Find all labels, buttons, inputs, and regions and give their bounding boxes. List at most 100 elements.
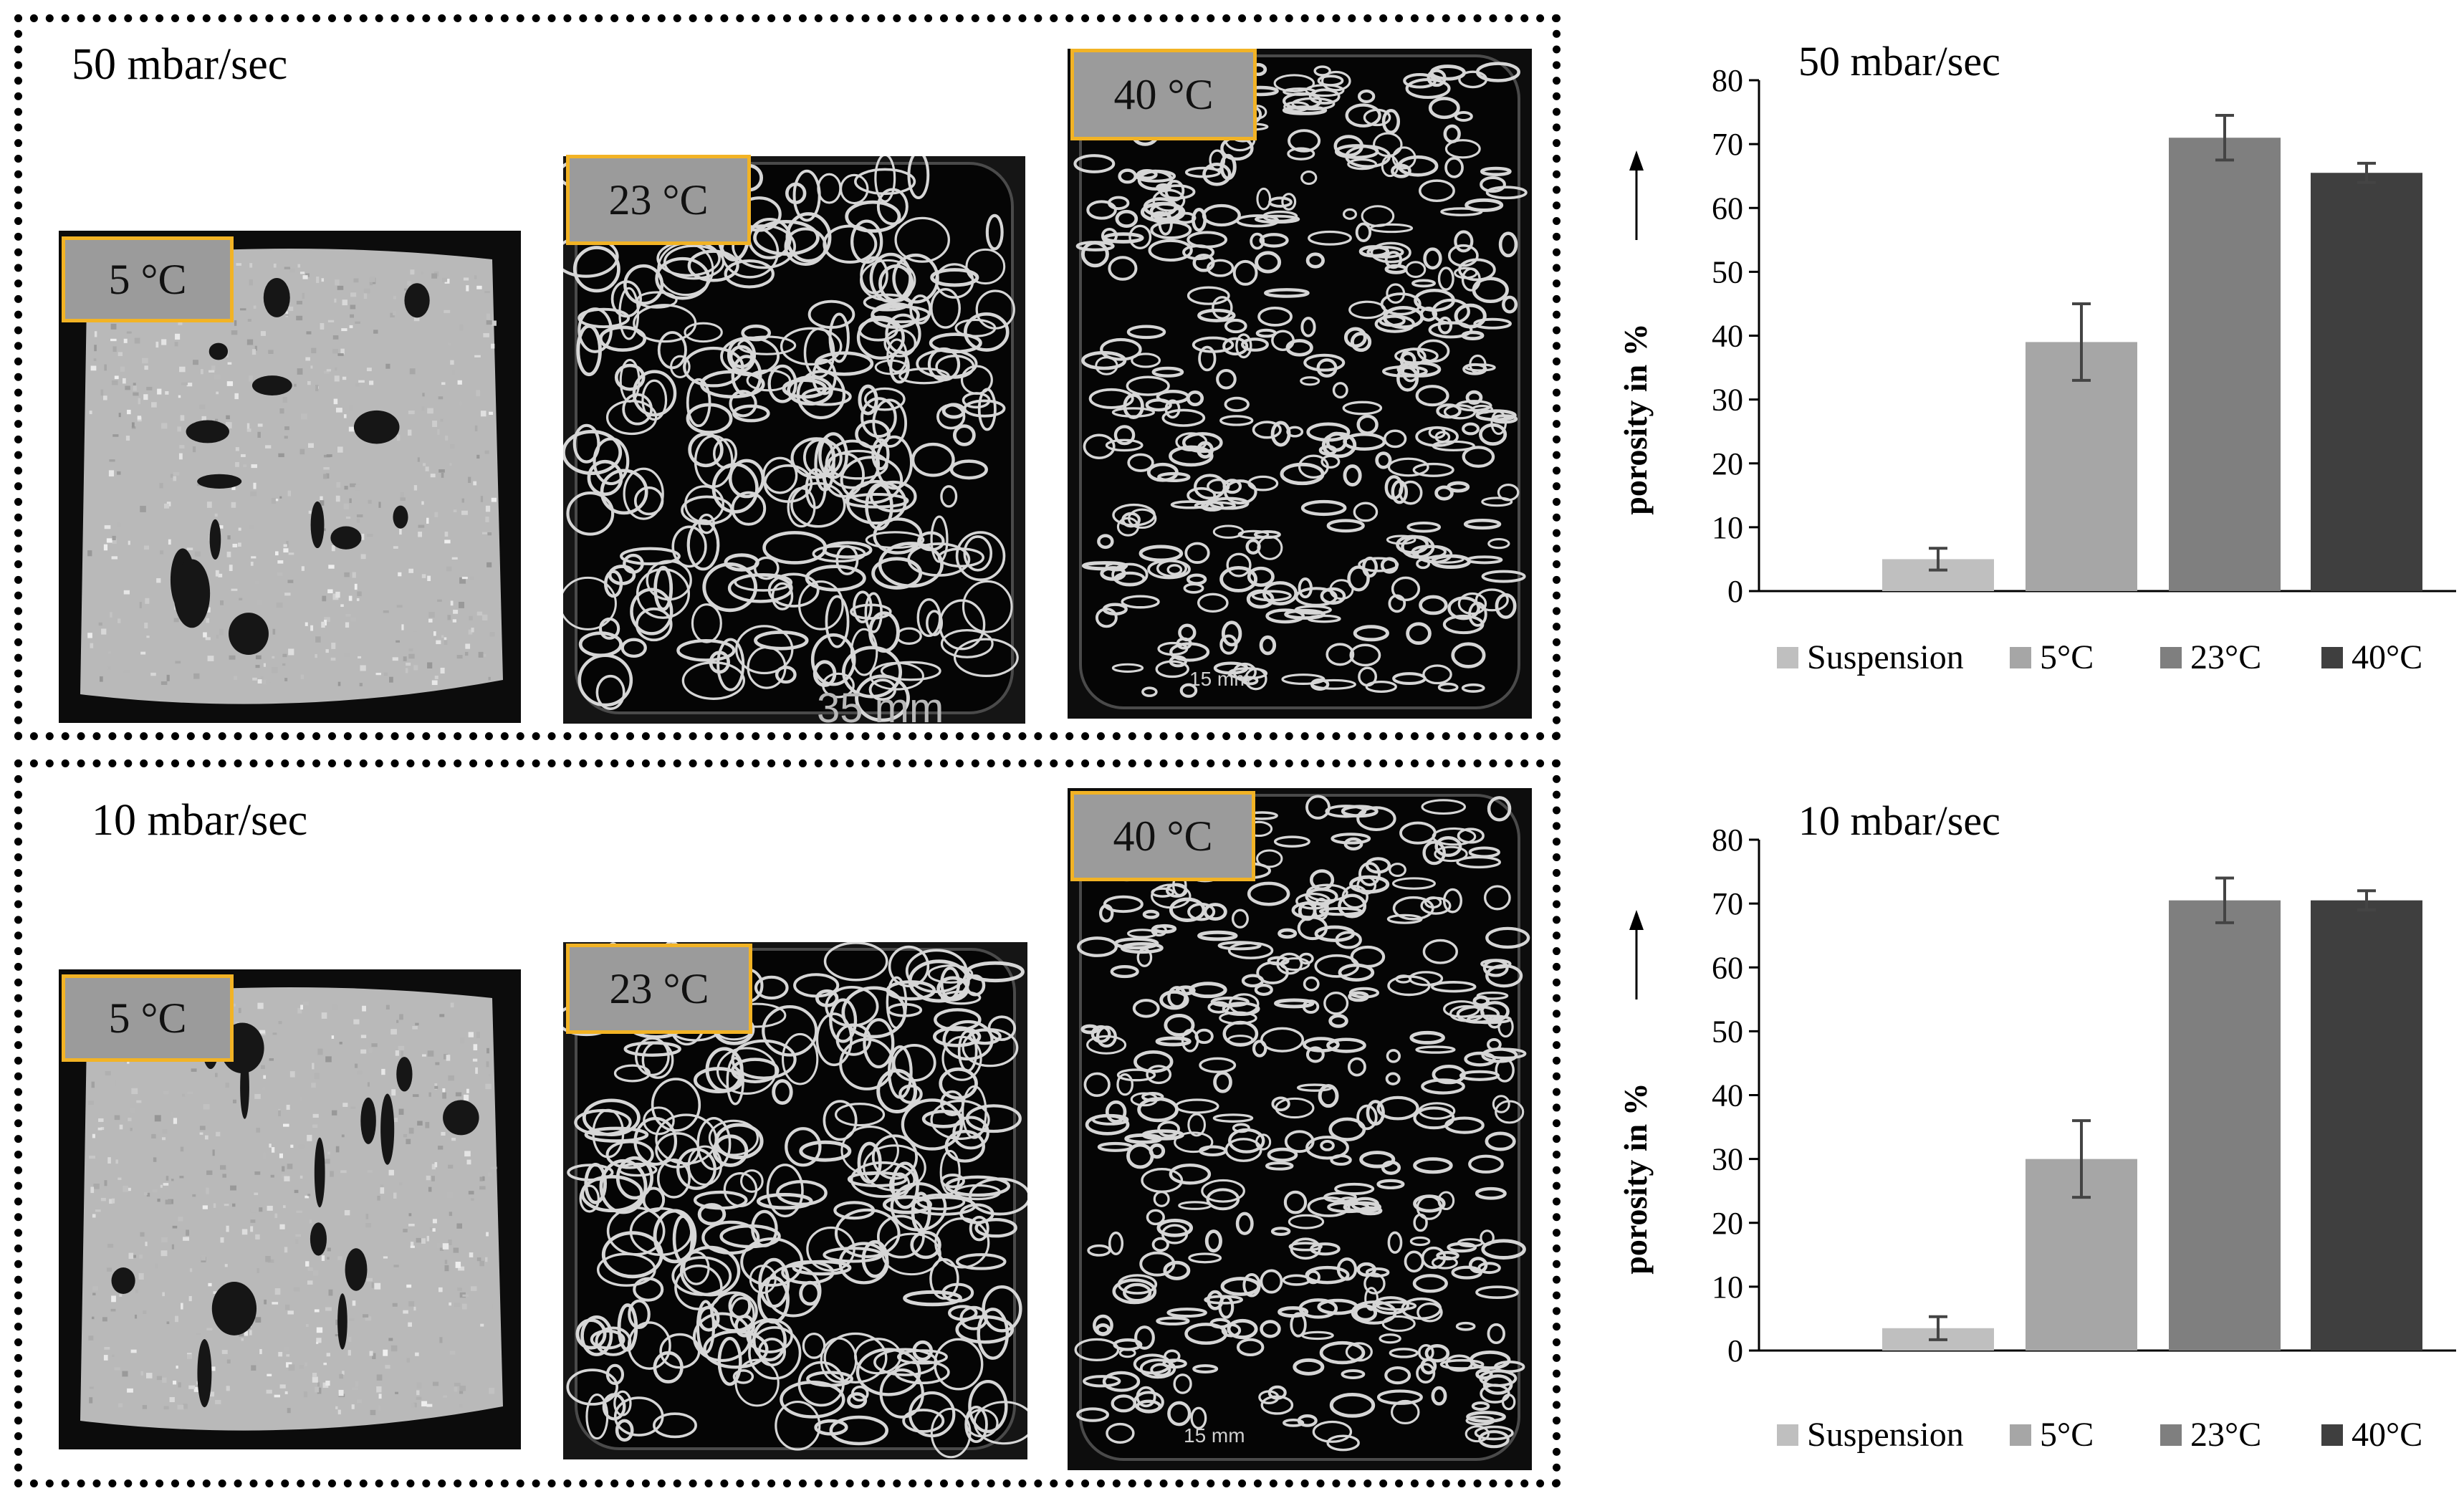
ct-grain <box>220 1237 224 1243</box>
ct-grain <box>365 1214 369 1219</box>
ct-strut <box>1213 1071 1232 1093</box>
ct-strut <box>674 1264 723 1310</box>
legend-swatch <box>1777 1424 1798 1446</box>
ct-grain <box>229 655 236 660</box>
ct-grain <box>244 1330 249 1336</box>
ct-strut <box>1146 462 1179 482</box>
ct-grain <box>325 1381 330 1386</box>
ct-grain <box>115 1159 118 1164</box>
ct-strut <box>748 1325 802 1380</box>
ct-grain <box>173 476 177 481</box>
ct-grain <box>412 627 418 632</box>
ct-grain <box>93 1184 100 1189</box>
ct-grain <box>287 1310 294 1315</box>
ct-grain <box>216 1131 221 1137</box>
ct-strut <box>1199 1057 1237 1073</box>
ct-strut <box>860 256 888 294</box>
ct-grain <box>161 1237 168 1242</box>
ct-grain <box>489 632 495 637</box>
ct-grain <box>484 291 490 294</box>
ct-grain <box>278 1110 281 1116</box>
ct-grain <box>365 1223 371 1228</box>
ct-grain <box>299 1096 303 1101</box>
ct-strut <box>863 1018 895 1069</box>
ct-grain <box>201 1255 206 1261</box>
ct-strut <box>1224 396 1250 412</box>
ct-strut <box>977 388 997 431</box>
ct-grain <box>352 1300 356 1306</box>
ct-strut <box>1326 643 1355 666</box>
ct-grain <box>234 676 237 680</box>
ct-grain <box>466 1088 469 1093</box>
ct-strut <box>1365 1267 1390 1277</box>
ct-strut <box>1108 256 1138 281</box>
ct-grain <box>270 1174 274 1178</box>
ct-strut <box>1388 594 1406 613</box>
ct-grain <box>335 1146 340 1153</box>
ct-strut <box>1358 245 1390 258</box>
ct-grain <box>323 466 330 470</box>
ct-strut <box>1156 1316 1190 1326</box>
ct-grain <box>92 1214 96 1218</box>
ct-strut <box>1342 401 1383 416</box>
ct-grain <box>489 1303 493 1309</box>
ct-grain <box>105 1070 111 1075</box>
ct-strut <box>1192 208 1207 232</box>
ct-grain <box>283 1205 286 1209</box>
ct-strut <box>1384 1366 1411 1385</box>
ct-strut <box>1126 375 1170 396</box>
ct-grain <box>102 1317 107 1322</box>
ct-grain <box>356 518 360 523</box>
ct-strut <box>888 945 930 988</box>
ct-grain <box>417 1121 423 1126</box>
ct-strut <box>731 355 762 397</box>
ct-grain <box>231 502 236 508</box>
ct-grain <box>284 267 291 269</box>
ct-grain <box>130 1108 135 1113</box>
legend-label: 5°C <box>2040 1416 2094 1454</box>
ct-strut <box>1207 1290 1224 1310</box>
ct-strut <box>1163 1260 1191 1280</box>
y-tick-label: 80 <box>1712 823 1743 858</box>
ct-strut <box>1328 1014 1348 1028</box>
ct-grain <box>458 601 464 608</box>
ct-strut <box>1380 557 1399 574</box>
ct-strut <box>1463 518 1502 530</box>
ct-strut <box>799 1140 852 1162</box>
ct-grain <box>349 405 353 411</box>
ct-grain <box>170 474 174 478</box>
ct-strut <box>1492 1095 1510 1113</box>
ct-grain <box>243 464 247 468</box>
ct-strut <box>1219 566 1258 593</box>
ct-grain <box>454 1303 461 1307</box>
ct-grain <box>226 1359 231 1364</box>
ct-strut <box>901 1098 964 1151</box>
ct-grain <box>360 1049 367 1054</box>
ct-strut <box>1386 1049 1401 1063</box>
ct-grain <box>393 311 397 316</box>
ct-strut <box>1178 623 1197 642</box>
ct-grain <box>153 1157 157 1162</box>
ct-pore <box>173 559 211 628</box>
ct-strut <box>623 1041 681 1057</box>
ct-grain <box>155 341 159 348</box>
ct-grain <box>400 497 406 501</box>
ct-strut <box>1156 183 1171 193</box>
ct-grain <box>250 561 254 566</box>
ct-grain <box>307 380 311 385</box>
legend-swatch <box>2160 647 2182 668</box>
ct-grain <box>260 676 264 680</box>
ct-grain <box>213 1203 216 1208</box>
ct-grain <box>193 673 200 679</box>
ct-strut <box>876 1068 918 1114</box>
ct-strut <box>766 1164 804 1218</box>
ct-grain <box>355 484 361 491</box>
ct-strut <box>1265 1161 1294 1171</box>
ct-strut <box>787 375 833 406</box>
ct-strut <box>1118 1348 1136 1358</box>
ct-strut <box>1350 945 1386 968</box>
ct-strut <box>1136 169 1158 181</box>
ct-strut <box>953 638 1019 677</box>
ct-strut <box>740 1169 764 1193</box>
